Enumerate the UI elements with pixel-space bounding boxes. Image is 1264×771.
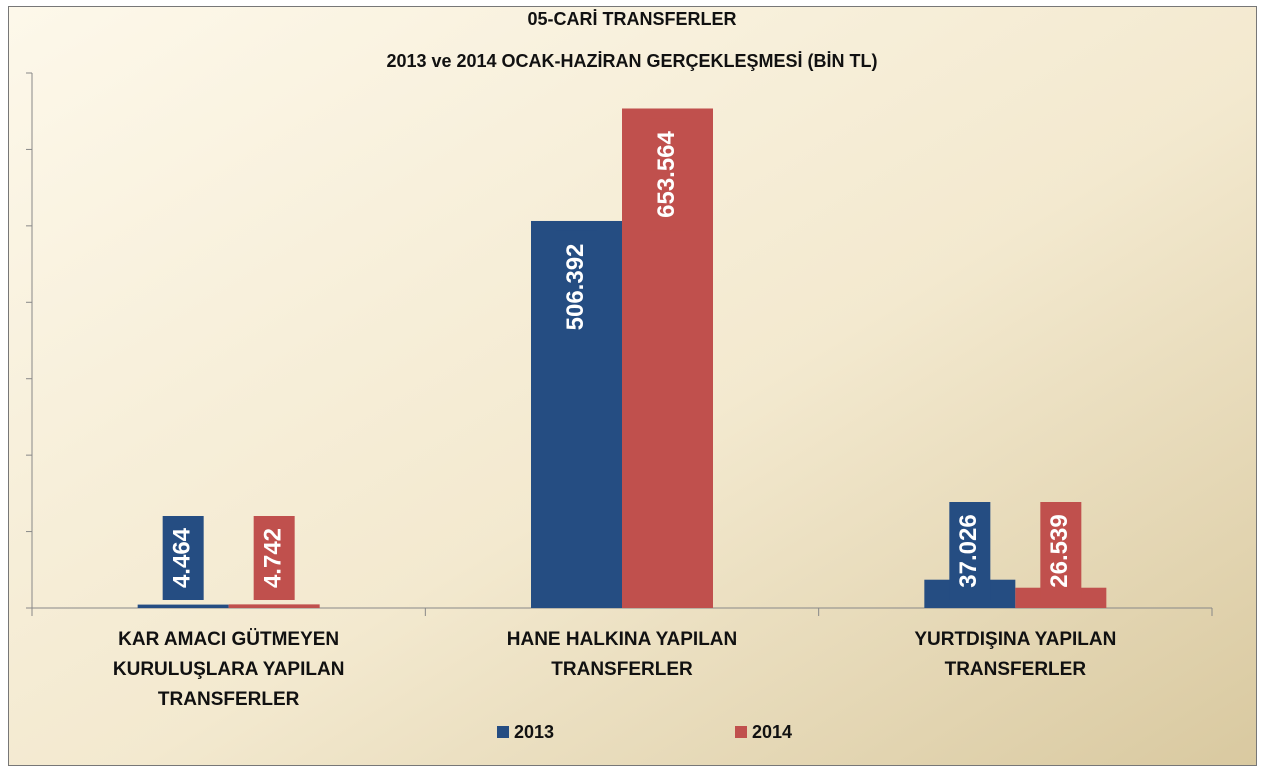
chart-title: 05-CARİ TRANSFERLER — [527, 9, 736, 29]
value-label: 4.464 — [169, 527, 196, 588]
value-label-box — [949, 502, 991, 600]
value-label: 4.742 — [260, 528, 287, 588]
value-label-box — [162, 516, 204, 600]
x-tick-label: KAR AMACI GÜTMEYEN KURULUŞLARA YAPILAN T… — [112, 629, 345, 710]
value-label: 653.564 — [653, 130, 680, 217]
x-tick-label: HANE HALKINA YAPILAN TRANSFERLER — [506, 629, 738, 680]
legend-label: 2013 — [514, 722, 554, 742]
value-label: 26.539 — [1046, 514, 1073, 587]
value-label-box — [647, 118, 688, 231]
legend-label: 2014 — [752, 722, 792, 742]
value-label-box — [253, 516, 295, 600]
value-label: 506.392 — [562, 244, 589, 331]
legend-swatch — [497, 726, 509, 738]
value-label-box — [556, 230, 597, 343]
x-tick-label: YURTDIŞINA YAPILAN TRANSFERLER — [914, 629, 1117, 680]
legend-swatch — [735, 726, 747, 738]
value-label: 37.026 — [955, 514, 982, 587]
bar — [228, 604, 320, 608]
value-label-box — [1040, 502, 1082, 600]
chart-subtitle: 2013 ve 2014 OCAK-HAZİRAN GERÇEKLEŞMESİ … — [386, 51, 877, 71]
bar — [137, 604, 229, 608]
